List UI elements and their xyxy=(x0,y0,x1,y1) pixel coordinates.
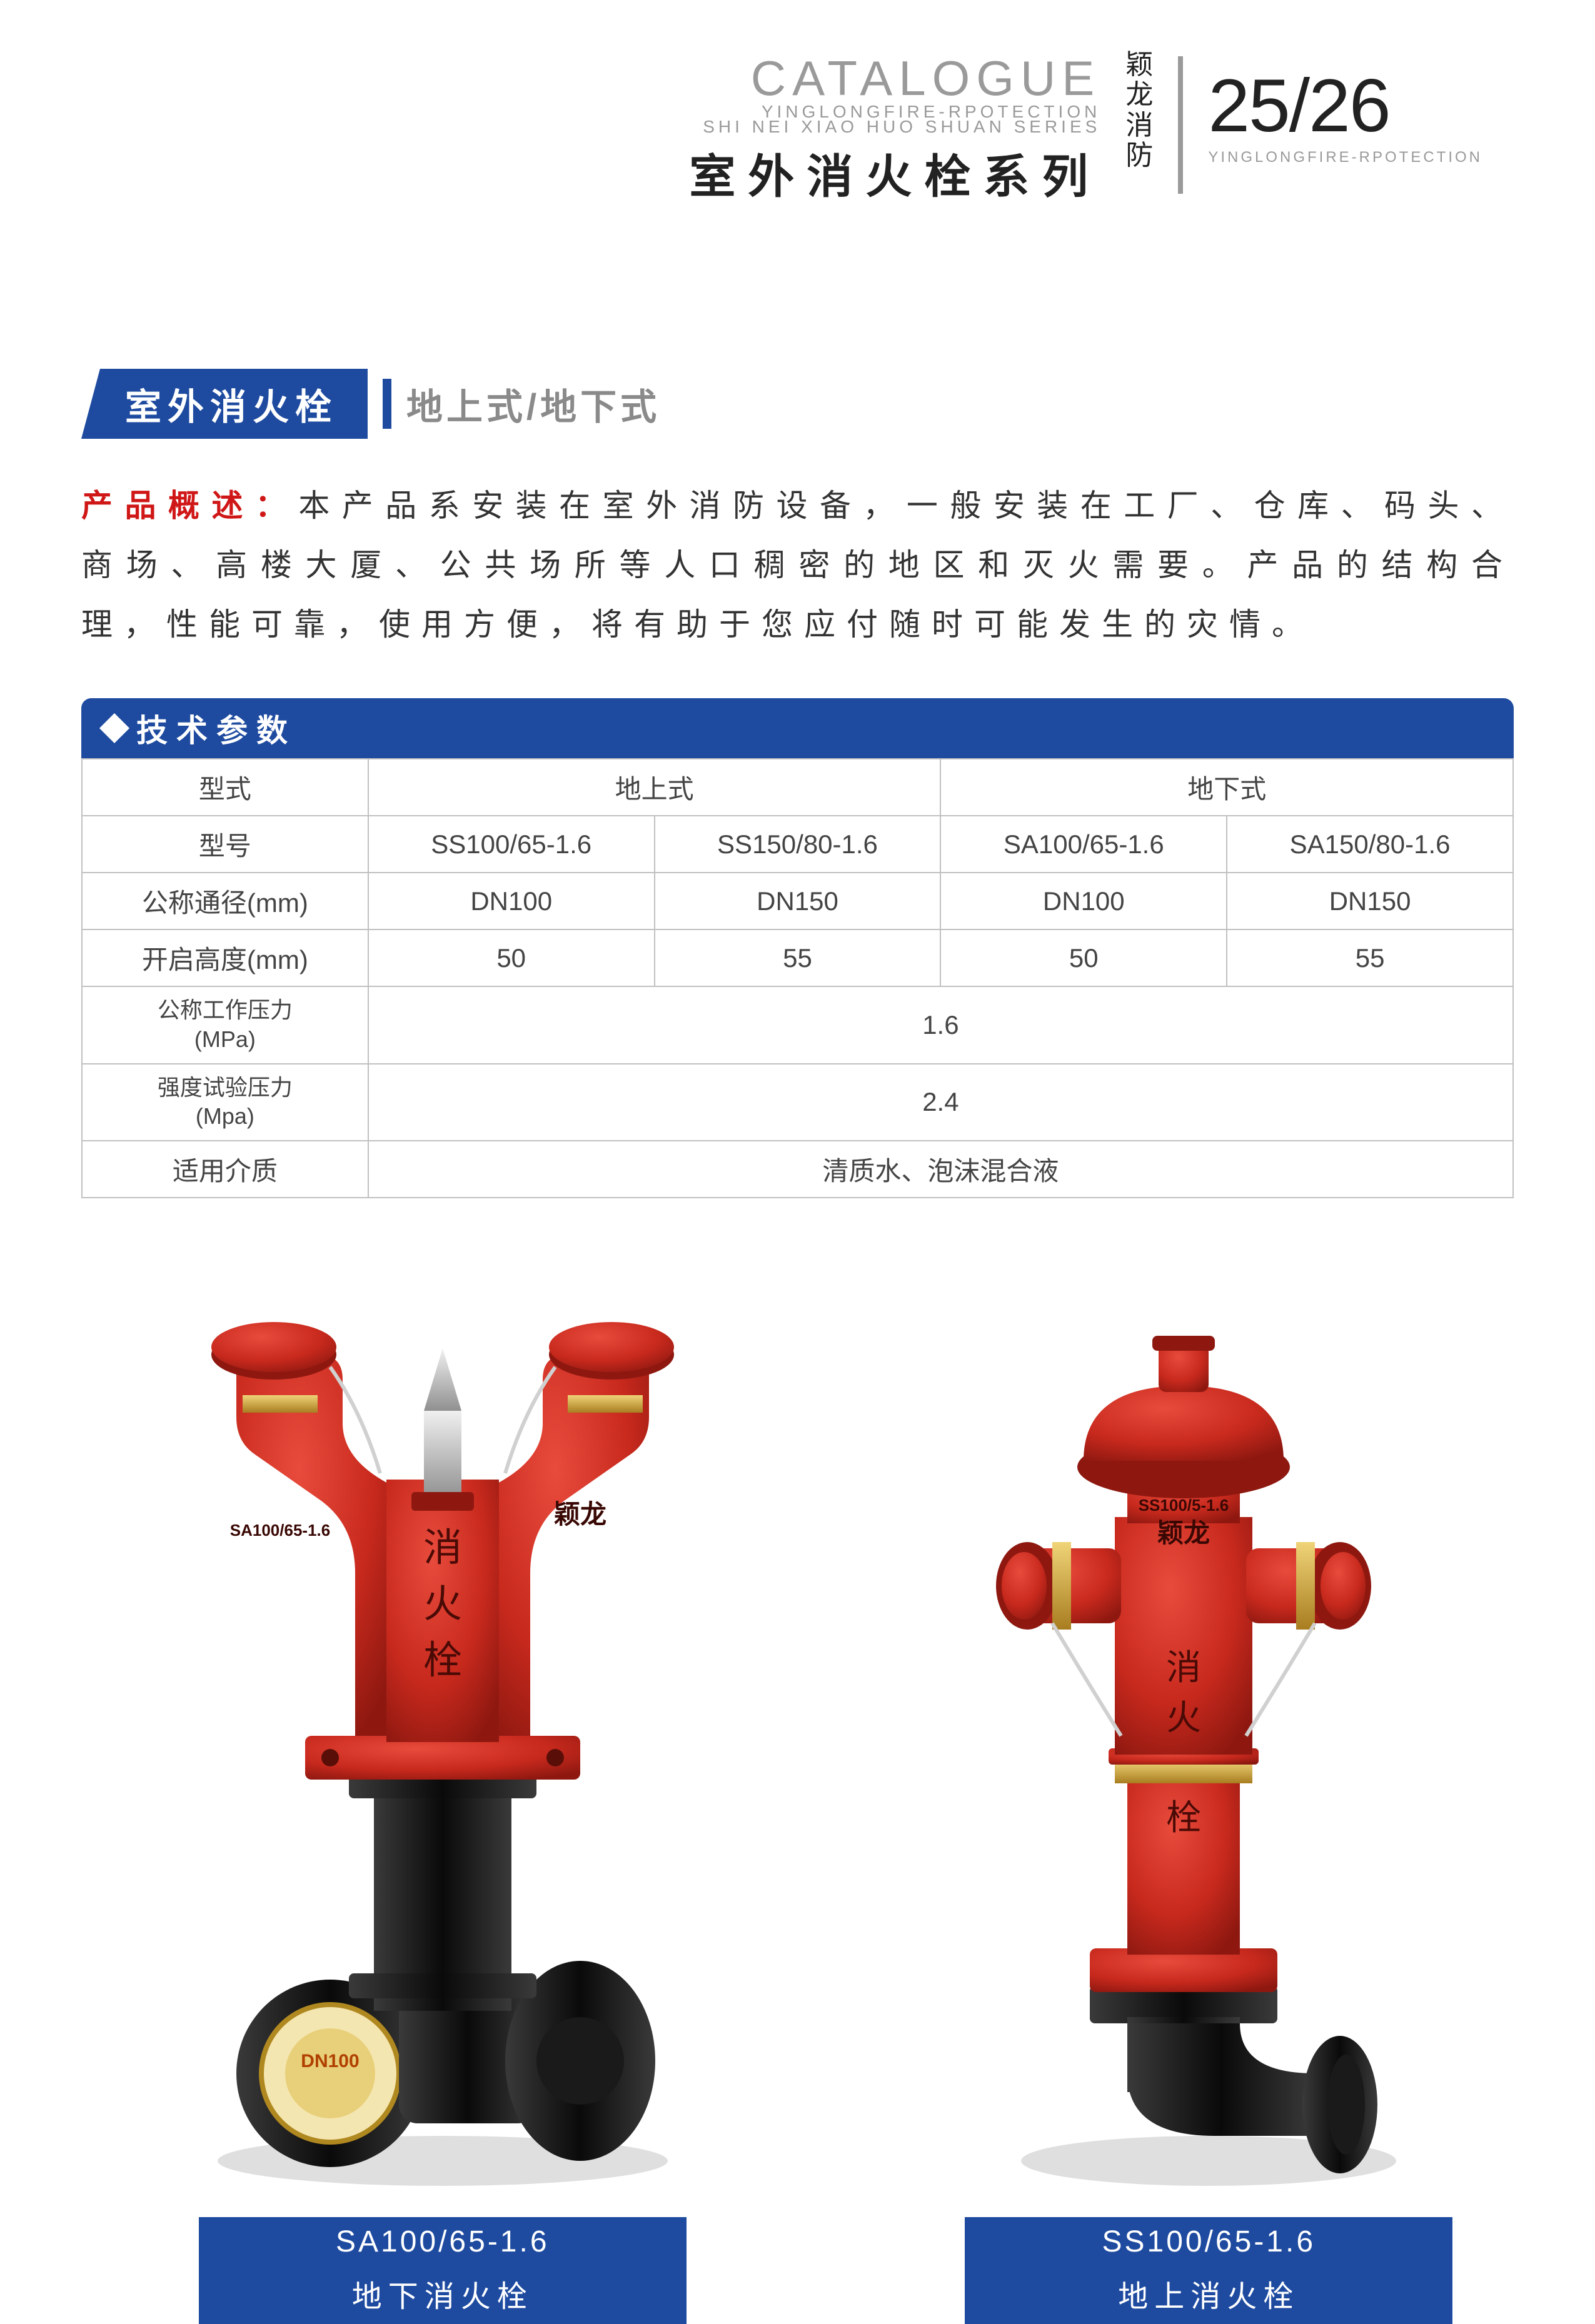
svg-text:消: 消 xyxy=(423,1527,462,1570)
table-row: 适用介质 清质水、泡沫混合液 xyxy=(82,1141,1513,1198)
svg-text:火: 火 xyxy=(1166,1699,1201,1738)
hydrant-aboveground-svg: SS100/5-1.6 颖龙 消 火 栓 xyxy=(965,1298,1452,2186)
diamond-icon xyxy=(99,713,129,743)
section-title-blue: 室外消火栓 xyxy=(81,369,368,439)
table-row: 型式 地上式 地下式 xyxy=(82,759,1513,816)
catalogue-title: CATALOGUE xyxy=(113,50,1100,107)
header-left: CATALOGUE YINGLONGFIRE-RPOTECTION SHI NE… xyxy=(113,50,1100,206)
products-row: DN100 xyxy=(81,1298,1514,2324)
product-right: SS100/5-1.6 颖龙 消 火 栓 SS100/65-1.6 地上消火栓 xyxy=(965,1298,1452,2324)
table-row: 开启高度(mm) 50 55 50 55 xyxy=(82,929,1513,986)
hydrant-underground-svg: DN100 xyxy=(143,1298,743,2186)
section-bar xyxy=(383,379,391,429)
table-row: 强度试验压力 (Mpa) 2.4 xyxy=(82,1064,1513,1141)
spec-table: 型式 地上式 地下式 型号 SS100/65-1.6 SS150/80-1.6 … xyxy=(81,758,1514,1198)
svg-text:栓: 栓 xyxy=(423,1640,462,1682)
svg-text:栓: 栓 xyxy=(1166,1799,1201,1838)
product-right-name: 地上消火栓 xyxy=(965,2266,1452,2324)
section-subtitle: 地上式/地下式 xyxy=(406,378,660,430)
table-title: 技术参数 xyxy=(81,698,1514,758)
svg-text:DN100: DN100 xyxy=(301,2051,359,2071)
svg-text:火: 火 xyxy=(423,1583,462,1626)
header-divider xyxy=(1178,56,1183,194)
svg-text:消: 消 xyxy=(1166,1649,1201,1688)
spec-table-wrap: 技术参数 型式 地上式 地下式 型号 SS100/65-1.6 SS150/80… xyxy=(81,698,1514,1198)
svg-text:SS100/5-1.6: SS100/5-1.6 xyxy=(1139,1496,1229,1515)
brand-vertical: 颖 龙 消 防 xyxy=(1125,50,1153,171)
product-left-model: SA100/65-1.6 xyxy=(199,2217,687,2266)
header-right: 25/26 YINGLONGFIRE-RPOTECTION xyxy=(1208,50,1482,166)
desc-label: 产品概述： xyxy=(81,488,298,523)
page-sub: YINGLONGFIRE-RPOTECTION xyxy=(1208,149,1482,166)
table-row: 公称通径(mm) DN100 DN150 DN100 DN150 xyxy=(82,873,1513,929)
product-left-name: 地下消火栓 xyxy=(199,2266,687,2324)
page-number: 25/26 xyxy=(1208,63,1482,149)
product-left: DN100 xyxy=(143,1298,743,2324)
section-header: 室外消火栓 地上式/地下式 xyxy=(81,369,1514,439)
series-title: 室外消火栓系列 xyxy=(113,139,1100,206)
svg-text:颖龙: 颖龙 xyxy=(554,1500,606,1529)
catalogue-sub2: SHI NEI XIAO HUO SHUAN SERIES xyxy=(113,117,1100,137)
product-right-label: SS100/65-1.6 地上消火栓 xyxy=(965,2217,1452,2324)
product-description: 产品概述：本产品系安装在室外消防设备，一般安装在工厂、仓库、码头、商场、高楼大厦… xyxy=(81,476,1514,654)
svg-text:SA100/65-1.6: SA100/65-1.6 xyxy=(230,1521,330,1540)
table-row: 公称工作压力 (MPa) 1.6 xyxy=(82,986,1513,1064)
product-left-label: SA100/65-1.6 地下消火栓 xyxy=(199,2217,687,2324)
product-right-model: SS100/65-1.6 xyxy=(965,2217,1452,2266)
svg-text:颖龙: 颖龙 xyxy=(1157,1518,1210,1548)
page-header: CATALOGUE YINGLONGFIRE-RPOTECTION SHI NE… xyxy=(0,0,1595,206)
table-row: 型号 SS100/65-1.6 SS150/80-1.6 SA100/65-1.… xyxy=(82,816,1513,873)
